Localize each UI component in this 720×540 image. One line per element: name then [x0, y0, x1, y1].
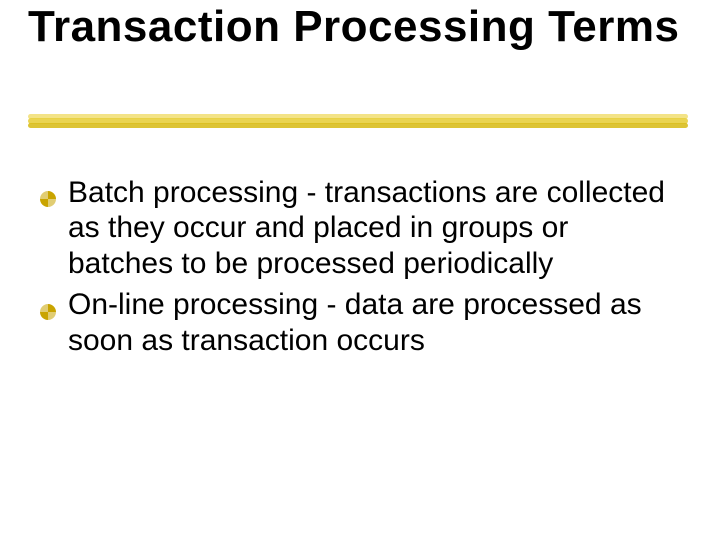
bullet-item: Batch processing - transactions are coll… [40, 175, 680, 281]
pinwheel-icon [40, 180, 56, 196]
bullet-text: Batch processing - transactions are coll… [68, 176, 665, 280]
pinwheel-icon [40, 293, 56, 309]
bullet-list: Batch processing - transactions are coll… [40, 175, 680, 364]
bullet-item: On-line processing - data are processed … [40, 287, 680, 358]
slide-title: Transaction Processing Terms [28, 4, 688, 50]
bullet-text: On-line processing - data are processed … [68, 288, 642, 356]
slide: Transaction Processing Terms Batch proce… [0, 0, 720, 540]
underline-stroke-3 [28, 123, 688, 128]
